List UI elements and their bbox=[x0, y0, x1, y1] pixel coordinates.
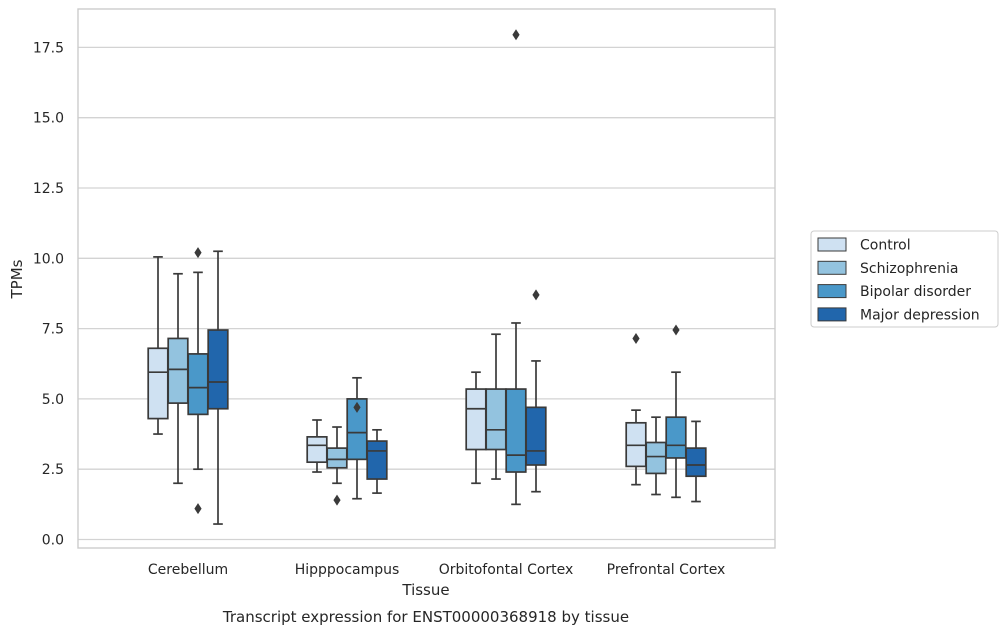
box-group bbox=[346, 376, 368, 500]
outlier-point bbox=[632, 332, 640, 344]
box-group bbox=[465, 371, 487, 485]
y-tick-label: 10.0 bbox=[33, 251, 64, 267]
y-tick-label: 12.5 bbox=[33, 181, 64, 197]
x-tick-label: Orbitofontal Cortex bbox=[439, 562, 574, 578]
box-iqr bbox=[346, 398, 368, 461]
outlier-point bbox=[333, 494, 341, 506]
legend: Control Schizophrenia Bipolar disorder Majo… bbox=[810, 230, 999, 328]
outlier-point bbox=[512, 29, 520, 41]
box-iqr bbox=[167, 337, 189, 404]
box-iqr bbox=[306, 436, 328, 464]
box-iqr bbox=[645, 441, 667, 475]
box-iqr bbox=[525, 406, 547, 466]
legend-label: Bipolar disorder bbox=[860, 284, 971, 300]
y-axis-label: TPMs bbox=[8, 259, 26, 299]
box-group bbox=[685, 420, 707, 503]
gridlines bbox=[78, 46, 775, 541]
legend-swatch bbox=[817, 260, 847, 275]
box-group bbox=[147, 256, 169, 435]
y-tick-labels: 0.0 2.5 5.0 7.5 10.0 12.5 15.0 17.5 bbox=[33, 40, 64, 548]
chart-caption: Transcript expression for ENST0000036891… bbox=[222, 608, 629, 626]
outlier-point bbox=[532, 289, 540, 301]
box-group bbox=[625, 332, 647, 486]
box-iqr bbox=[505, 388, 527, 473]
y-tick-label: 5.0 bbox=[42, 392, 64, 408]
outlier-point bbox=[672, 324, 680, 336]
outlier-point bbox=[353, 401, 361, 413]
box-iqr bbox=[465, 388, 487, 451]
box-group bbox=[187, 247, 209, 515]
box-iqr bbox=[485, 388, 507, 451]
legend-swatch bbox=[817, 237, 847, 252]
box-group bbox=[485, 333, 507, 480]
x-tick-label: Prefrontal Cortex bbox=[607, 562, 726, 578]
legend-swatch bbox=[817, 284, 847, 299]
box-iqr bbox=[665, 416, 687, 459]
x-tick-label: Cerebellum bbox=[148, 562, 228, 578]
outlier-point bbox=[194, 247, 202, 259]
box-group bbox=[525, 289, 547, 493]
legend-label: Control bbox=[860, 238, 911, 254]
y-tick-label: 15.0 bbox=[33, 111, 64, 127]
y-tick-label: 0.0 bbox=[42, 533, 64, 549]
box-group bbox=[645, 416, 667, 496]
box-group bbox=[505, 29, 527, 506]
box-group bbox=[366, 428, 388, 494]
box-iqr bbox=[207, 329, 229, 410]
box-iqr bbox=[147, 347, 169, 420]
box-iqr bbox=[187, 353, 209, 416]
plot-area-frame bbox=[77, 8, 776, 549]
box-iqr bbox=[366, 440, 388, 480]
x-tick-labels: Cerebellum Hipppocampus Orbitofontal Corte… bbox=[148, 562, 725, 578]
legend-swatch bbox=[817, 307, 847, 322]
x-tick-label: Hipppocampus bbox=[295, 562, 400, 578]
outlier-point bbox=[194, 503, 202, 515]
box-group bbox=[306, 419, 328, 473]
box-iqr bbox=[685, 447, 707, 478]
y-tick-label: 2.5 bbox=[42, 462, 64, 478]
y-tick-label: 17.5 bbox=[33, 40, 64, 56]
box-iqr bbox=[326, 447, 348, 469]
x-axis-label: Tissue bbox=[401, 581, 449, 599]
box-group bbox=[326, 426, 348, 506]
legend-label: Major depression bbox=[860, 307, 980, 323]
boxplots bbox=[147, 29, 707, 525]
legend-label: Schizophrenia bbox=[860, 261, 958, 277]
box-group bbox=[167, 272, 189, 485]
legend-frame bbox=[810, 230, 999, 328]
box-group bbox=[665, 324, 687, 499]
box-group bbox=[207, 250, 229, 525]
y-tick-label: 7.5 bbox=[42, 322, 64, 338]
